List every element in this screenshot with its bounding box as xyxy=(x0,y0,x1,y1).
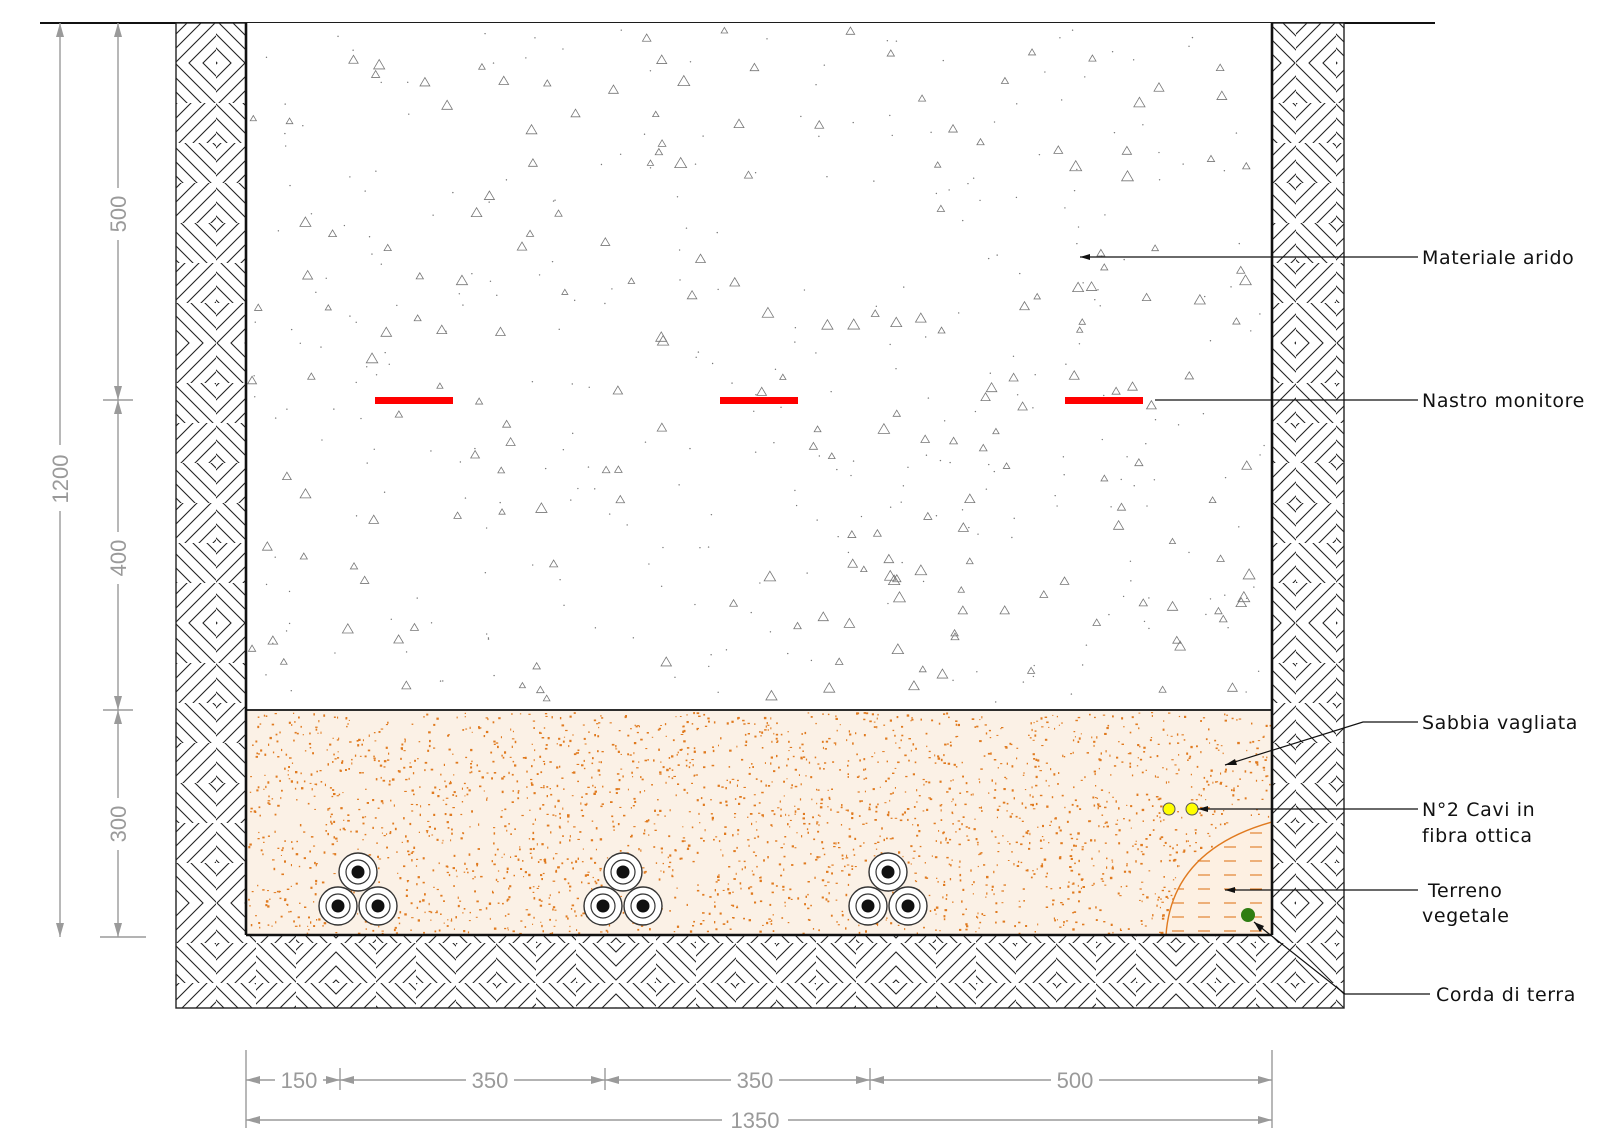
vertical-dimensions: 1200 500 400 300 xyxy=(48,23,146,938)
power-cable xyxy=(623,886,663,926)
fiber-optic-cable xyxy=(1185,802,1199,816)
power-cable-trefoil xyxy=(318,852,398,926)
materiale-arido-layer xyxy=(246,23,1272,710)
dim-total-width: 1350 xyxy=(731,1108,780,1133)
horizontal-dimensions: 150 350 350 500 1350 xyxy=(245,1050,1273,1133)
sabbia-vagliata-layer xyxy=(246,710,1273,936)
warning-tape xyxy=(1065,397,1143,404)
earth-rope xyxy=(1241,908,1255,922)
label-cavi-fibra-line2: fibra ottica xyxy=(1422,825,1533,847)
power-cable xyxy=(583,886,623,926)
dim-width-150: 150 xyxy=(281,1068,318,1093)
fiber-optic-cable xyxy=(1162,802,1176,816)
fiber-optic-cables xyxy=(1162,802,1199,816)
power-cable-trefoil xyxy=(848,852,928,926)
label-materiale-arido: Materiale arido xyxy=(1422,247,1574,269)
power-cable xyxy=(868,852,908,892)
trench-walls xyxy=(244,23,1274,937)
power-cable xyxy=(318,886,358,926)
power-cable xyxy=(358,886,398,926)
label-sabbia-vagliata: Sabbia vagliata xyxy=(1422,712,1578,734)
power-cable-groups xyxy=(318,852,928,926)
warning-tapes xyxy=(375,397,1143,404)
dim-total-depth: 1200 xyxy=(48,455,73,504)
dim-depth-400: 400 xyxy=(106,540,131,577)
label-terreno-line1: Terreno xyxy=(1427,880,1503,902)
callouts: Materiale arido Nastro monitore Sabbia v… xyxy=(1080,247,1585,1006)
warning-tape xyxy=(375,397,453,404)
power-cable xyxy=(848,886,888,926)
dim-width-500: 500 xyxy=(1057,1068,1094,1093)
label-terreno-line2: vegetale xyxy=(1422,905,1510,927)
dim-width-350b: 350 xyxy=(737,1068,774,1093)
label-corda-terra: Corda di terra xyxy=(1436,984,1576,1006)
power-cable-trefoil xyxy=(583,852,663,926)
dim-width-350a: 350 xyxy=(472,1068,509,1093)
power-cable xyxy=(603,852,643,892)
dim-depth-500: 500 xyxy=(106,196,131,233)
dim-depth-300: 300 xyxy=(106,806,131,843)
label-cavi-fibra-line1: N°2 Cavi in xyxy=(1422,799,1535,821)
power-cable xyxy=(888,886,928,926)
label-nastro-monitore: Nastro monitore xyxy=(1422,390,1585,412)
power-cable xyxy=(338,852,378,892)
warning-tape xyxy=(720,397,798,404)
